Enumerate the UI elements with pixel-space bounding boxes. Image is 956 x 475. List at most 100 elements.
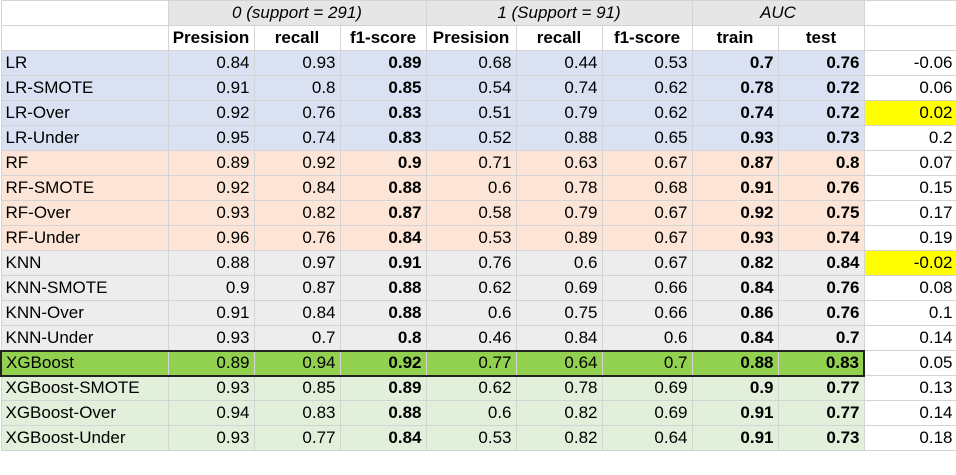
cell-precision-1[interactable]: 0.53 [425,225,517,251]
col-header-precision-0[interactable]: Presision [167,25,255,51]
cell-recall-1[interactable]: 0.78 [515,175,603,201]
cell-precision-1[interactable]: 0.6 [425,300,517,326]
cell-f1-0[interactable]: 0.88 [339,275,427,301]
cell-auc-diff[interactable]: 0.06 [863,75,956,101]
cell-auc-diff[interactable]: 0.05 [863,350,956,376]
col-header-auc-test[interactable]: test [777,25,865,51]
cell-precision-0[interactable]: 0.91 [167,300,255,326]
cell-precision-1[interactable]: 0.6 [425,175,517,201]
row-label[interactable]: KNN-SMOTE [0,275,169,301]
cell-auc-diff[interactable]: 0.2 [863,125,956,151]
cell-auc-diff[interactable]: 0.19 [863,225,956,251]
cell-auc-train[interactable]: 0.91 [691,425,779,451]
cell-auc-train[interactable]: 0.93 [691,125,779,151]
row-label[interactable]: KNN-Under [0,325,169,351]
cell-auc-train[interactable]: 0.88 [691,349,779,377]
cell-recall-1[interactable]: 0.82 [515,400,603,426]
cell-precision-0[interactable]: 0.94 [167,400,255,426]
cell-recall-0[interactable]: 0.84 [253,300,341,326]
row-label[interactable]: LR [0,50,169,76]
cell-f1-1[interactable]: 0.6 [601,325,693,351]
cell-auc-diff[interactable]: 0.02 [863,100,956,126]
cell-f1-1[interactable]: 0.69 [601,400,693,426]
cell-recall-0[interactable]: 0.83 [253,400,341,426]
cell-auc-train[interactable]: 0.78 [691,75,779,101]
row-label[interactable]: RF [0,150,169,176]
row-label[interactable]: KNN [0,250,169,276]
cell-recall-0[interactable]: 0.7 [253,325,341,351]
cell-f1-1[interactable]: 0.66 [601,300,693,326]
cell-f1-1[interactable]: 0.64 [601,425,693,451]
cell-recall-1[interactable]: 0.89 [515,225,603,251]
cell-recall-0[interactable]: 0.76 [253,225,341,251]
cell-f1-1[interactable]: 0.62 [601,75,693,101]
cell-recall-0[interactable]: 0.84 [253,175,341,201]
row-label[interactable]: XGBoost [0,349,169,377]
cell-precision-1[interactable]: 0.62 [425,375,517,401]
cell-precision-0[interactable]: 0.84 [167,50,255,76]
cell-recall-1[interactable]: 0.44 [515,50,603,76]
col-header-recall-1[interactable]: recall [515,25,603,51]
cell-precision-1[interactable]: 0.71 [425,150,517,176]
empty-cell[interactable] [863,25,956,51]
cell-precision-1[interactable]: 0.51 [425,100,517,126]
cell-precision-0[interactable]: 0.88 [167,250,255,276]
cell-f1-0[interactable]: 0.89 [339,375,427,401]
cell-precision-0[interactable]: 0.92 [167,100,255,126]
cell-precision-1[interactable]: 0.6 [425,400,517,426]
cell-precision-0[interactable]: 0.9 [167,275,255,301]
group-class1-header[interactable]: 1 (Support = 91) [425,0,693,26]
cell-auc-test[interactable]: 0.76 [777,50,865,76]
cell-recall-1[interactable]: 0.79 [515,100,603,126]
cell-recall-0[interactable]: 0.82 [253,200,341,226]
row-label[interactable]: RF-SMOTE [0,175,169,201]
cell-auc-test[interactable]: 0.7 [777,325,865,351]
cell-auc-test[interactable]: 0.72 [777,100,865,126]
cell-precision-0[interactable]: 0.91 [167,75,255,101]
cell-f1-0[interactable]: 0.88 [339,300,427,326]
row-label[interactable]: RF-Over [0,200,169,226]
cell-auc-test[interactable]: 0.74 [777,225,865,251]
empty-cell[interactable] [863,0,956,26]
cell-f1-1[interactable]: 0.53 [601,50,693,76]
cell-precision-0[interactable]: 0.95 [167,125,255,151]
cell-precision-0[interactable]: 0.89 [167,349,255,377]
cell-auc-test[interactable]: 0.8 [777,150,865,176]
cell-recall-0[interactable]: 0.92 [253,150,341,176]
cell-precision-1[interactable]: 0.62 [425,275,517,301]
cell-auc-train[interactable]: 0.9 [691,375,779,401]
empty-cell[interactable] [0,0,169,26]
cell-auc-diff[interactable]: 0.15 [863,175,956,201]
cell-auc-diff[interactable]: 0.17 [863,200,956,226]
cell-f1-1[interactable]: 0.7 [601,349,693,377]
cell-auc-test[interactable]: 0.76 [777,275,865,301]
cell-auc-test[interactable]: 0.83 [777,349,866,377]
cell-recall-1[interactable]: 0.6 [515,250,603,276]
col-header-precision-1[interactable]: Presision [425,25,517,51]
cell-f1-1[interactable]: 0.68 [601,175,693,201]
group-auc-header[interactable]: AUC [691,0,865,26]
cell-recall-0[interactable]: 0.97 [253,250,341,276]
cell-auc-diff[interactable]: 0.07 [863,150,956,176]
cell-precision-1[interactable]: 0.52 [425,125,517,151]
cell-f1-0[interactable]: 0.84 [339,225,427,251]
cell-recall-1[interactable]: 0.82 [515,425,603,451]
cell-f1-0[interactable]: 0.84 [339,425,427,451]
cell-auc-diff[interactable]: 0.14 [863,325,956,351]
row-label[interactable]: LR-Under [0,125,169,151]
cell-auc-test[interactable]: 0.76 [777,300,865,326]
cell-auc-test[interactable]: 0.77 [777,375,865,401]
cell-auc-test[interactable]: 0.84 [777,250,865,276]
cell-f1-0[interactable]: 0.8 [339,325,427,351]
row-label[interactable]: KNN-Over [0,300,169,326]
col-header-f1-0[interactable]: f1-score [339,25,427,51]
cell-f1-0[interactable]: 0.88 [339,175,427,201]
cell-auc-test[interactable]: 0.76 [777,175,865,201]
cell-f1-0[interactable]: 0.91 [339,250,427,276]
cell-recall-0[interactable]: 0.93 [253,50,341,76]
cell-recall-1[interactable]: 0.74 [515,75,603,101]
empty-cell[interactable] [0,25,169,51]
cell-auc-train[interactable]: 0.74 [691,100,779,126]
cell-f1-0[interactable]: 0.89 [339,50,427,76]
cell-precision-1[interactable]: 0.68 [425,50,517,76]
